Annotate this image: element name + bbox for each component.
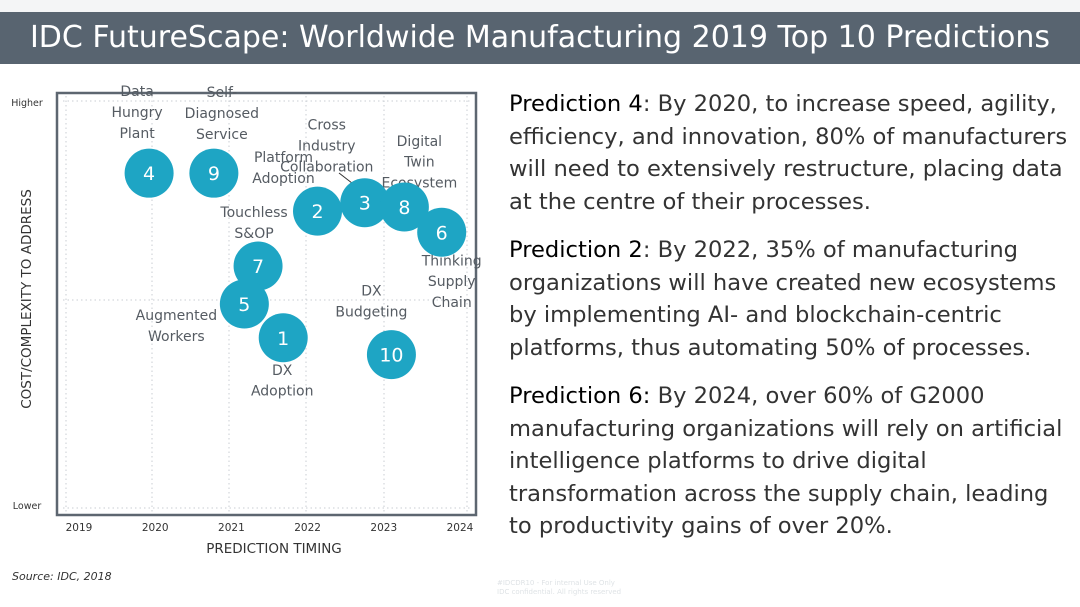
y-tick-lower: Lower: [13, 501, 42, 512]
data-point-number: 3: [359, 193, 371, 215]
watermark-line: #IDCDR10 - For internal Use Only: [497, 579, 615, 587]
point-label: Budgeting: [335, 304, 407, 320]
data-point: [379, 182, 429, 232]
prediction-2: Prediction 2: By 2022, 35% of manufactur…: [509, 234, 1069, 364]
prediction-6: Prediction 6: By 2024, over 60% of G2000…: [509, 380, 1069, 543]
point-label: Adoption: [252, 171, 315, 187]
data-point-number: 5: [238, 294, 250, 316]
x-axis-title: PREDICTION TIMING: [206, 541, 342, 557]
point-label: Service: [196, 127, 248, 143]
data-point-number: 4: [143, 163, 155, 185]
point-label: DX: [272, 363, 293, 379]
x-tick-label: 2024: [447, 522, 474, 534]
data-point: [417, 207, 467, 257]
prediction-4-label: Prediction 4: [509, 91, 643, 117]
data-point: [366, 330, 416, 380]
data-point-number: 2: [311, 201, 323, 223]
point-label: DX: [361, 284, 382, 300]
point-label: Twin: [403, 155, 434, 171]
data-point: [340, 178, 390, 228]
prediction-4: Prediction 4: By 2020, to increase speed…: [509, 88, 1069, 218]
watermark: #IDCDR10 - For internal Use Only IDC con…: [497, 579, 621, 597]
data-point-number: 7: [252, 256, 264, 278]
data-point-number: 1: [277, 328, 289, 350]
point-label: Augmented: [136, 308, 217, 324]
point-label: Self-: [207, 85, 238, 101]
point-label: Thinking: [421, 253, 482, 269]
data-point-number: 6: [436, 222, 448, 244]
point-label: Chain: [432, 295, 472, 311]
data-point: [124, 148, 174, 198]
x-tick-label: 2023: [370, 522, 397, 534]
point-label: Diagnosed: [185, 106, 259, 122]
y-axis-title: COST/COMPLEXITY TO ADDRESS: [19, 189, 35, 409]
point-label: Supply: [428, 274, 476, 290]
prediction-6-text: By 2024, over 60% of G2000 manufacturing…: [509, 383, 1063, 539]
prediction-6-label: Prediction 6:: [509, 383, 651, 409]
x-tick-label: 2019: [66, 522, 93, 534]
point-label: Platform: [254, 150, 313, 166]
prediction-chart: 2019 2020 2021 2022 2023 2024 PREDICTION TIMIN…: [11, 84, 482, 557]
point-label: Plant: [119, 126, 155, 142]
data-point: [258, 313, 308, 363]
plot-frame: [55, 91, 478, 517]
x-tick-label: 2021: [218, 522, 245, 534]
prediction-4-text: : By 2020, to increase speed, agility, e…: [509, 91, 1068, 215]
predictions-panel: Prediction 4: By 2020, to increase speed…: [509, 88, 1069, 559]
point-label: Adoption: [251, 384, 314, 400]
data-point: [219, 279, 269, 329]
source-note: Source: IDC, 2018: [12, 570, 112, 583]
point-label: Touchless: [219, 205, 287, 221]
page-title: IDC FutureScape: Worldwide Manufacturing…: [0, 12, 1080, 64]
point-label: Hungry: [112, 105, 163, 121]
point-label: Digital: [397, 134, 442, 150]
point-label: Industry: [298, 139, 356, 155]
point-label: S&OP: [234, 226, 273, 242]
data-point-number: 9: [208, 163, 220, 185]
data-point-number: 10: [379, 345, 403, 367]
y-tick-higher: Higher: [11, 98, 43, 109]
point-label: Data: [120, 84, 153, 100]
watermark-line: IDC confidential. All rights reserved: [497, 588, 622, 596]
data-point: [233, 241, 283, 291]
x-tick-label: 2022: [294, 522, 321, 534]
data-point-number: 8: [398, 197, 410, 219]
data-point: [293, 186, 343, 236]
prediction-2-label: Prediction 2: [509, 237, 643, 263]
top-strip: [0, 0, 1080, 12]
prediction-2-text: : By 2022, 35% of manufacturing organiza…: [509, 237, 1057, 361]
data-point: [189, 148, 239, 198]
x-tick-label: 2020: [142, 522, 169, 534]
point-label: Workers: [148, 329, 205, 345]
point-label: Collaboration: [280, 159, 373, 175]
point-label: Cross: [308, 118, 346, 134]
